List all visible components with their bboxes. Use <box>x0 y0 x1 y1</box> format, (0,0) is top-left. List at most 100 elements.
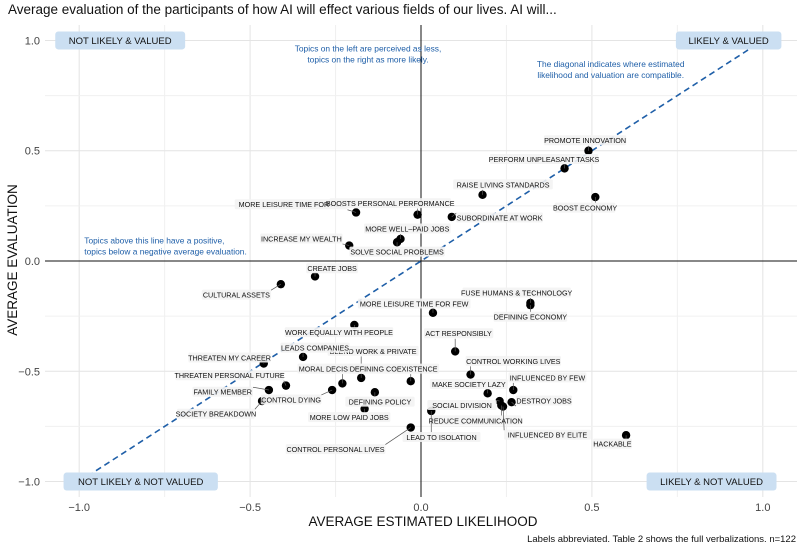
point-label-box <box>543 135 627 146</box>
point-label-box <box>176 408 255 419</box>
data-point <box>526 300 535 310</box>
y-tick-label: 0.0 <box>25 256 40 268</box>
point-label-box <box>554 202 616 213</box>
annotation-line: topics on the right as more likely. <box>307 54 428 64</box>
x-tick-label: −1.0 <box>68 502 90 514</box>
corner-label: LIKELY & NOT VALUED <box>660 477 763 488</box>
point-label-box <box>345 396 415 407</box>
point-label-box <box>285 444 386 455</box>
point-label: LEADS COMPANIES <box>281 344 349 353</box>
point-label-box <box>462 287 571 298</box>
annotation-line: The diagonal indicates where estimated <box>537 59 685 69</box>
point-label-box <box>280 342 350 353</box>
point-label: WORK EQUALLY WITH PEOPLE <box>285 328 393 337</box>
point-label-box <box>423 328 494 339</box>
x-tick-label: 0.0 <box>413 502 428 514</box>
caption: Labels abbreviated. Table 2 shows the fu… <box>527 534 796 545</box>
point-label: HACKABLE <box>593 439 632 448</box>
point-labels: PROMOTE INNOVATION PERFORM UNPLEASANT TAS… <box>174 135 632 455</box>
point-label: SUBORDINATE AT WORK <box>457 213 543 222</box>
point-label-box <box>234 199 348 210</box>
point-label-box <box>456 212 543 223</box>
axes <box>45 25 797 497</box>
point-label: LEAD TO ISOLATION <box>406 433 476 442</box>
annotations: Topics on the left are perceived as less… <box>84 43 685 256</box>
point-label-box <box>284 327 394 338</box>
x-tick-label: 0.5 <box>584 502 599 514</box>
data-point <box>350 320 359 330</box>
x-tick-label: 1.0 <box>755 502 770 514</box>
point-label-box <box>508 372 587 383</box>
point-label: DEFINING POLICY <box>349 398 412 407</box>
point-label: CREATE JOBS <box>307 264 357 273</box>
corner-label-box <box>646 472 777 491</box>
point-label-box <box>306 263 359 274</box>
point-label-box <box>515 395 573 406</box>
y-tick-label: 0.5 <box>25 146 40 158</box>
diagonal-dashed-line <box>78 39 764 483</box>
point-label: MAKE SOCIETY LAZY <box>432 380 506 389</box>
corner-label: LIKELY & VALUED <box>689 36 769 47</box>
point-label: INCREASE MY WEALTH <box>261 234 342 243</box>
corner-label: NOT LIKELY & NOT VALUED <box>78 477 203 488</box>
point-label-box <box>493 311 568 322</box>
point-label: MORE LEISURE TIME FOR FEW <box>360 299 469 308</box>
corner-labels: NOT LIKELY & VALUED LIKELY & VALUED NOT LI… <box>55 31 782 491</box>
leader-line <box>270 283 282 291</box>
corner-label-box <box>63 472 218 491</box>
point-label-box <box>402 431 481 442</box>
point-label-box <box>429 379 508 390</box>
point-label: MORE LEISURE TIME FOR ALL <box>239 200 344 209</box>
data-point <box>498 402 508 411</box>
point-label: DEFINING COEXISTENCE <box>350 364 438 373</box>
point-label-box <box>364 223 451 234</box>
point-label: BOOST ECONOMY <box>553 203 617 212</box>
y-tick-label: 1.0 <box>25 35 40 47</box>
point-label-box <box>465 355 561 366</box>
point-label: ACT RESPONSIBLY <box>425 329 492 338</box>
point-label: MORE LOW PAID JOBS <box>310 413 389 422</box>
diagonal-line <box>78 39 764 483</box>
point-label-box <box>427 399 497 410</box>
x-axis-title: AVERAGE ESTIMATED LIKELIHOOD <box>308 514 537 529</box>
point-label-box <box>430 415 522 426</box>
leader-line <box>496 400 500 402</box>
corner-label-box <box>675 31 782 50</box>
point-label-box <box>357 298 471 309</box>
x-tick-label: −0.5 <box>239 502 261 514</box>
point-label: PERFORM UNPLEASANT TASKS <box>489 155 600 164</box>
leader-line <box>252 386 269 391</box>
point-label: CONTROL DYING <box>261 395 321 404</box>
point-label: MORE WELL–PAID JOBS <box>365 224 449 233</box>
corner-label: NOT LIKELY & VALUED <box>69 36 172 47</box>
leader-line <box>321 389 333 396</box>
chart-title: Average evaluation of the participants o… <box>8 2 557 17</box>
point-label-box <box>489 154 599 165</box>
point-label: FUSE HUMANS & TECHNOLOGY <box>461 288 572 297</box>
point-label: THREATEN PERSONAL FUTURE <box>174 371 284 380</box>
point-label: INFLUENCED BY FEW <box>510 373 586 382</box>
point-label: BLEND WORK & PRIVATE <box>330 347 417 356</box>
point-label-box <box>201 289 272 300</box>
point-label: MORAL DECISIONS <box>299 364 366 373</box>
point-label: CONTROL PERSONAL LIVES <box>286 445 384 454</box>
point-label: CONTROL WORKING LIVES <box>466 357 561 366</box>
point-label: BOOSTS PERSONAL PERFORMANCE <box>326 199 455 208</box>
tick-labels: −1.0 −0.5 0.0 0.5 1.0 −1.0 −0.5 0.0 0.5 1.0 <box>18 35 770 514</box>
point-label: THREATEN MY CAREER <box>188 353 271 362</box>
annotation-line: topics below a negative average evaluati… <box>84 246 247 256</box>
point-label: DEFINING ECONOMY <box>494 313 568 322</box>
point-label: INFLUENCED BY ELITE <box>508 431 588 440</box>
data-point <box>327 385 337 395</box>
point-label-box <box>260 394 322 405</box>
point-label: FAMILY MEMBER <box>194 388 252 397</box>
point-label-box <box>348 363 440 374</box>
point-label-box <box>188 352 271 363</box>
point-label-box <box>308 412 391 423</box>
leader-line <box>451 212 457 218</box>
annotation-line: Topics on the left are perceived as less… <box>295 43 442 53</box>
point-label: SOLVE SOCIAL PROBLEMS <box>350 248 444 257</box>
point-label: RAISE LIVING STANDARDS <box>457 180 550 189</box>
leader-line <box>347 209 357 213</box>
